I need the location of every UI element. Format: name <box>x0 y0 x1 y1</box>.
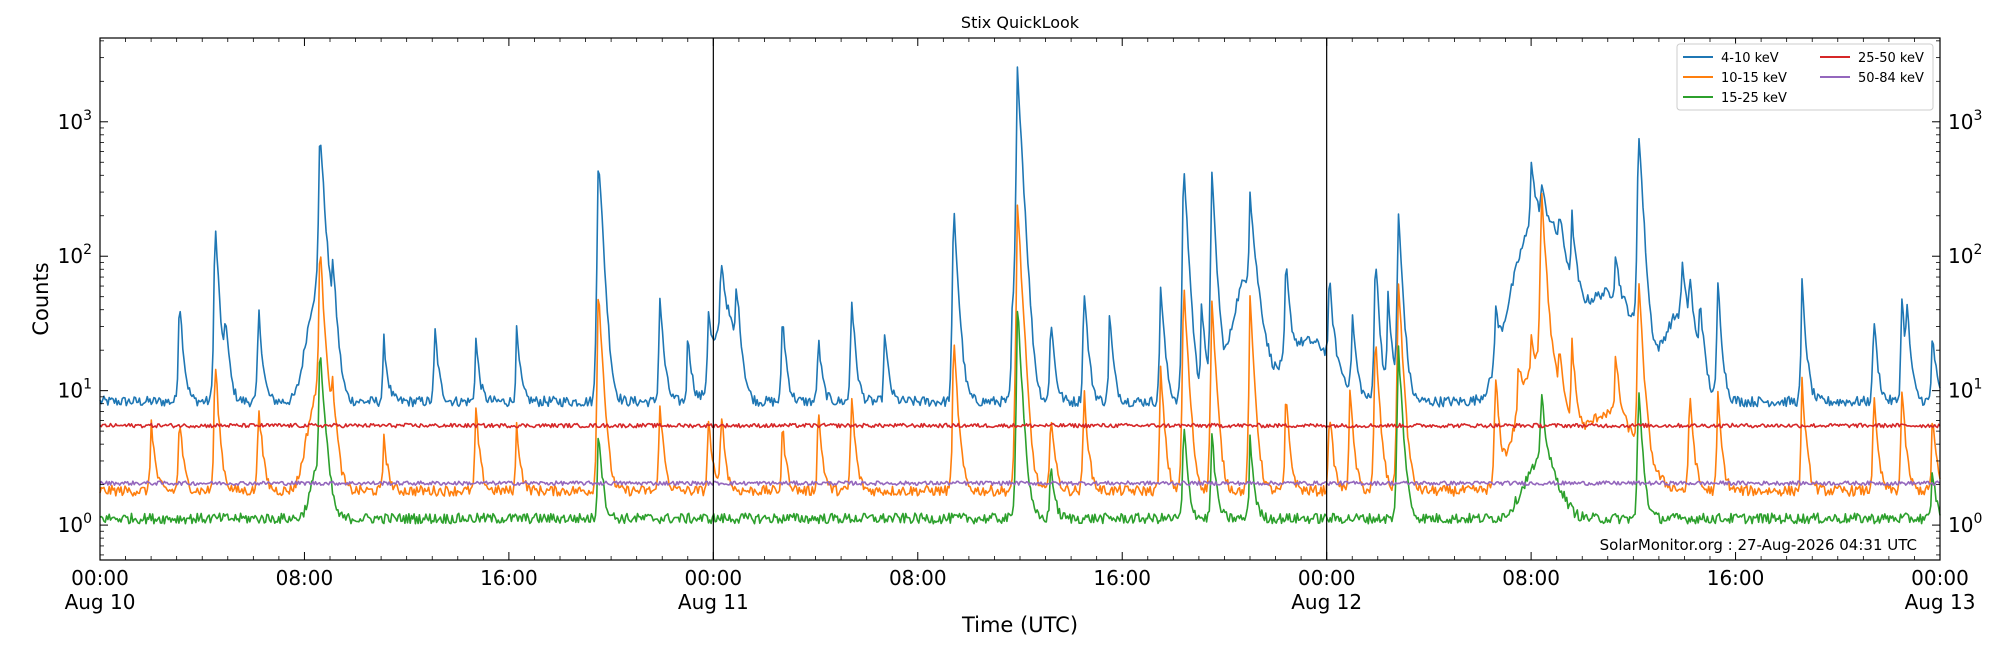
x-tick-label: 00:00 <box>685 566 743 590</box>
x-tick-label: 00:00 <box>71 566 129 590</box>
series-line <box>99 310 1941 525</box>
x-tick-date-label: Aug 11 <box>678 590 749 614</box>
legend: 4-10 keV 10-15 keV 15-25 keV 25-50 keV 50-84… <box>1676 43 1934 111</box>
series-layer <box>99 66 1941 525</box>
x-tick-label: 16:00 <box>1093 566 1151 590</box>
y-axis: 100 100 101 101 102 102 103 103 <box>58 40 1982 556</box>
chart-title: Stix QuickLook <box>961 13 1080 32</box>
x-tick-label: 00:00 <box>1298 566 1356 590</box>
series-line <box>99 192 1941 497</box>
series-line <box>99 480 1941 486</box>
x-axis-label: Time (UTC) <box>961 613 1078 637</box>
y-tick-label: 103 <box>58 108 92 134</box>
x-tick-label: 08:00 <box>276 566 334 590</box>
y-tick-label-right: 101 <box>1948 377 1982 403</box>
watermark: SolarMonitor.org : 27-Aug-2026 04:31 UTC <box>1600 536 1917 554</box>
x-tick-label: 16:00 <box>1707 566 1765 590</box>
legend-label: 25-50 keV <box>1858 51 1924 66</box>
x-tick-date-label: Aug 10 <box>65 590 136 614</box>
legend-label: 15-25 keV <box>1721 91 1787 106</box>
y-tick-label-right: 100 <box>1948 511 1982 537</box>
x-tick-label: 08:00 <box>1502 566 1560 590</box>
series-line <box>99 422 1941 429</box>
x-tick-label: 00:00 <box>1911 566 1969 590</box>
x-tick-date-label: Aug 12 <box>1291 590 1362 614</box>
x-tick-date-label: Aug 13 <box>1905 590 1976 614</box>
y-tick-label-right: 102 <box>1948 242 1982 268</box>
series-line <box>99 66 1941 408</box>
legend-label: 10-15 keV <box>1721 71 1787 86</box>
day-boundaries <box>712 38 1328 560</box>
plot-area <box>99 37 1941 561</box>
legend-label: 50-84 keV <box>1858 71 1924 86</box>
x-tick-label: 08:00 <box>889 566 947 590</box>
legend-box <box>1676 43 1934 111</box>
y-axis-label: Counts <box>29 262 53 335</box>
y-tick-label: 102 <box>58 242 92 268</box>
legend-label: 4-10 keV <box>1721 51 1779 66</box>
x-tick-label: 16:00 <box>480 566 538 590</box>
y-tick-label: 101 <box>58 377 92 403</box>
y-tick-label: 100 <box>58 511 92 537</box>
y-tick-label-right: 103 <box>1948 108 1982 134</box>
